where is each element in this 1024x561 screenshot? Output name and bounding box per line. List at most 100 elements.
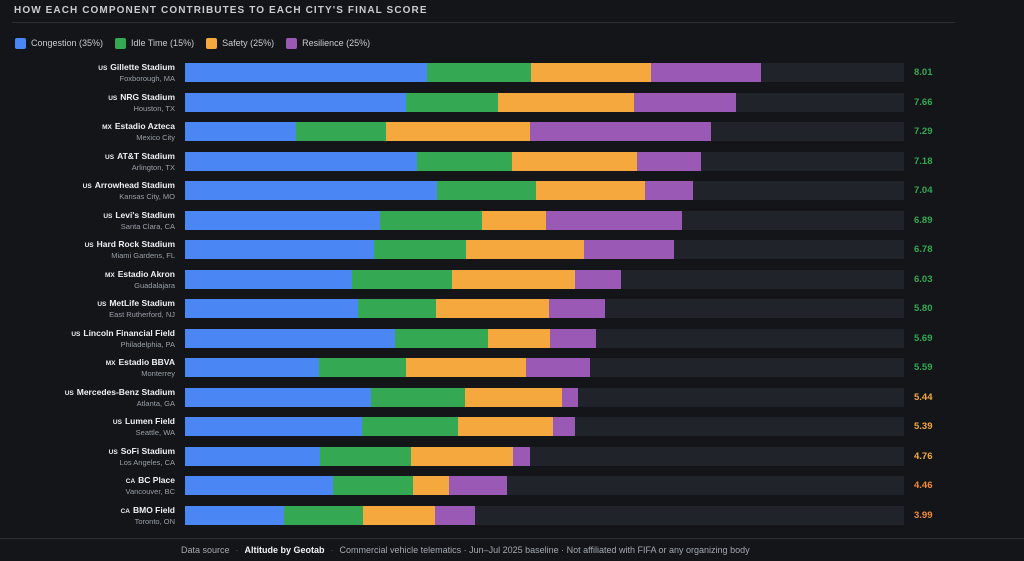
bar-segment-idle[interactable] (379, 210, 482, 230)
bar-segment-resilience[interactable] (548, 299, 605, 318)
legend-swatch (15, 37, 26, 49)
score-label: 8.01 (914, 67, 933, 78)
bar-segment-idle[interactable] (357, 299, 436, 318)
bar-segment-safety[interactable] (535, 181, 646, 200)
bar-segment-safety[interactable] (386, 122, 531, 141)
country-flag: US (64, 389, 74, 397)
bar-segment-congestion[interactable] (185, 358, 319, 377)
bar-segment-congestion[interactable] (185, 328, 395, 348)
bar-track (185, 446, 904, 466)
bar-segment-idle[interactable] (283, 505, 363, 525)
bar-segment-safety[interactable] (481, 210, 546, 230)
bar-segment-resilience[interactable] (530, 122, 711, 141)
legend: Congestion (35%) Idle Time (15%) Safety (2… (15, 36, 382, 50)
legend-label: Idle Time (15%) (131, 38, 195, 48)
country-flag: US (97, 301, 107, 308)
bar-segment-safety[interactable] (412, 476, 449, 495)
bar-row: US NRG Stadium Houston, TX 7.66 (0, 89, 1024, 119)
bar-segment-idle[interactable] (427, 63, 531, 82)
bar-segment-idle[interactable] (394, 328, 489, 348)
bar-segment-safety[interactable] (410, 446, 513, 466)
bar-segment-safety[interactable] (466, 240, 585, 259)
city-label: Vancouver, BC (125, 487, 175, 496)
bar-segment-resilience[interactable] (525, 358, 590, 377)
bar-segment-congestion[interactable] (185, 446, 321, 466)
bar-row: US SoFi Stadium Los Angeles, CA 4.76 (0, 443, 1024, 473)
city-label: Arlington, TX (131, 162, 175, 172)
score-label: 5.59 (914, 362, 933, 373)
stadium-label: SoFi Stadium (120, 445, 175, 456)
bar-segment-idle[interactable] (436, 181, 536, 200)
bar-segment-idle[interactable] (361, 417, 459, 436)
bar-row: CA BMO Field Toronto, ON 3.99 (0, 502, 1024, 532)
bar-segment-resilience[interactable] (645, 181, 693, 200)
stadium-label: AT&T Stadium (117, 150, 175, 161)
bar-segment-safety[interactable] (451, 269, 575, 289)
bar-segment-congestion[interactable] (185, 151, 417, 171)
bar-segment-resilience[interactable] (634, 92, 736, 112)
bar-segment-resilience[interactable] (574, 269, 621, 289)
bar-segment-resilience[interactable] (553, 417, 575, 436)
row-label: US Mercedes-Benz Stadium Atlanta, GA (0, 387, 175, 409)
stadium-name: US Levi's Stadium (0, 210, 175, 222)
bar-segment-safety[interactable] (464, 387, 562, 407)
bar-segment-idle[interactable] (406, 92, 499, 112)
bar-segment-resilience[interactable] (435, 505, 476, 525)
bar-segment-idle[interactable] (318, 358, 407, 377)
bar-segment-resilience[interactable] (650, 63, 761, 82)
bar-segment-congestion[interactable] (185, 240, 375, 259)
chart-title: HOW EACH COMPONENT CONTRIBUTES TO EACH C… (14, 5, 428, 16)
row-label: MX Estadio Akron Guadalajara (0, 269, 175, 291)
bar-segment-idle[interactable] (370, 387, 465, 407)
bar-segment-idle[interactable] (333, 476, 413, 495)
bar-segment-congestion[interactable] (185, 299, 358, 318)
stadium-name: US NRG Stadium (0, 92, 175, 104)
bar-segment-congestion[interactable] (185, 92, 407, 112)
bar-row: US Gillette Stadium Foxborough, MA 8.01 (0, 59, 1024, 89)
country-flag: US (98, 65, 108, 72)
bar-segment-safety[interactable] (530, 63, 651, 82)
bar-segment-idle[interactable] (351, 269, 452, 289)
bar-segment-congestion[interactable] (185, 181, 437, 200)
bar-segment-idle[interactable] (295, 122, 387, 141)
bar-segment-congestion[interactable] (185, 417, 362, 436)
bar-segment-resilience[interactable] (550, 328, 597, 348)
score-label: 5.69 (914, 332, 933, 344)
bar-segment-resilience[interactable] (561, 387, 578, 407)
legend-swatch (115, 37, 127, 49)
stadium-label: NRG Stadium (120, 91, 175, 102)
bar-segment-safety[interactable] (512, 151, 637, 171)
bar-segment-safety[interactable] (488, 328, 551, 348)
bar-segment-idle[interactable] (374, 240, 467, 259)
bar-segment-congestion[interactable] (185, 476, 334, 495)
country-flag: US (71, 330, 81, 338)
bar-segment-safety[interactable] (406, 358, 526, 377)
bar-segment-safety[interactable] (458, 417, 554, 436)
bar-segment-resilience[interactable] (448, 476, 508, 495)
bar-track (185, 358, 904, 377)
bar-segment-safety[interactable] (435, 299, 549, 318)
bar-segment-resilience[interactable] (584, 240, 674, 259)
bar-track (185, 151, 904, 171)
bar-segment-congestion[interactable] (185, 269, 352, 289)
score-label: 7.29 (914, 126, 933, 137)
legend-item-safety: Safety (25%) (206, 37, 274, 49)
stadium-name: MX Estadio Akron (0, 269, 175, 281)
bar-segment-congestion[interactable] (185, 63, 428, 82)
score-label: 4.46 (914, 480, 933, 491)
bar-segment-idle[interactable] (416, 151, 513, 171)
bar-segment-resilience[interactable] (636, 151, 702, 171)
bar-segment-resilience[interactable] (512, 446, 531, 466)
bar-segment-congestion[interactable] (185, 210, 380, 230)
bar-segment-congestion[interactable] (185, 387, 371, 407)
bar-segment-congestion[interactable] (185, 122, 296, 141)
bar-segment-idle[interactable] (320, 446, 411, 466)
bar-segment-safety[interactable] (498, 92, 635, 112)
bar-track (185, 417, 904, 436)
bar-segment-congestion[interactable] (185, 505, 284, 525)
bar-segment-resilience[interactable] (545, 210, 682, 230)
footer-source[interactable]: Altitude by Geotab (244, 545, 325, 555)
city-label: Miami Gardens, FL (111, 251, 175, 260)
bar-segment-safety[interactable] (362, 505, 436, 525)
legend-label: Congestion (35%) (31, 38, 104, 48)
